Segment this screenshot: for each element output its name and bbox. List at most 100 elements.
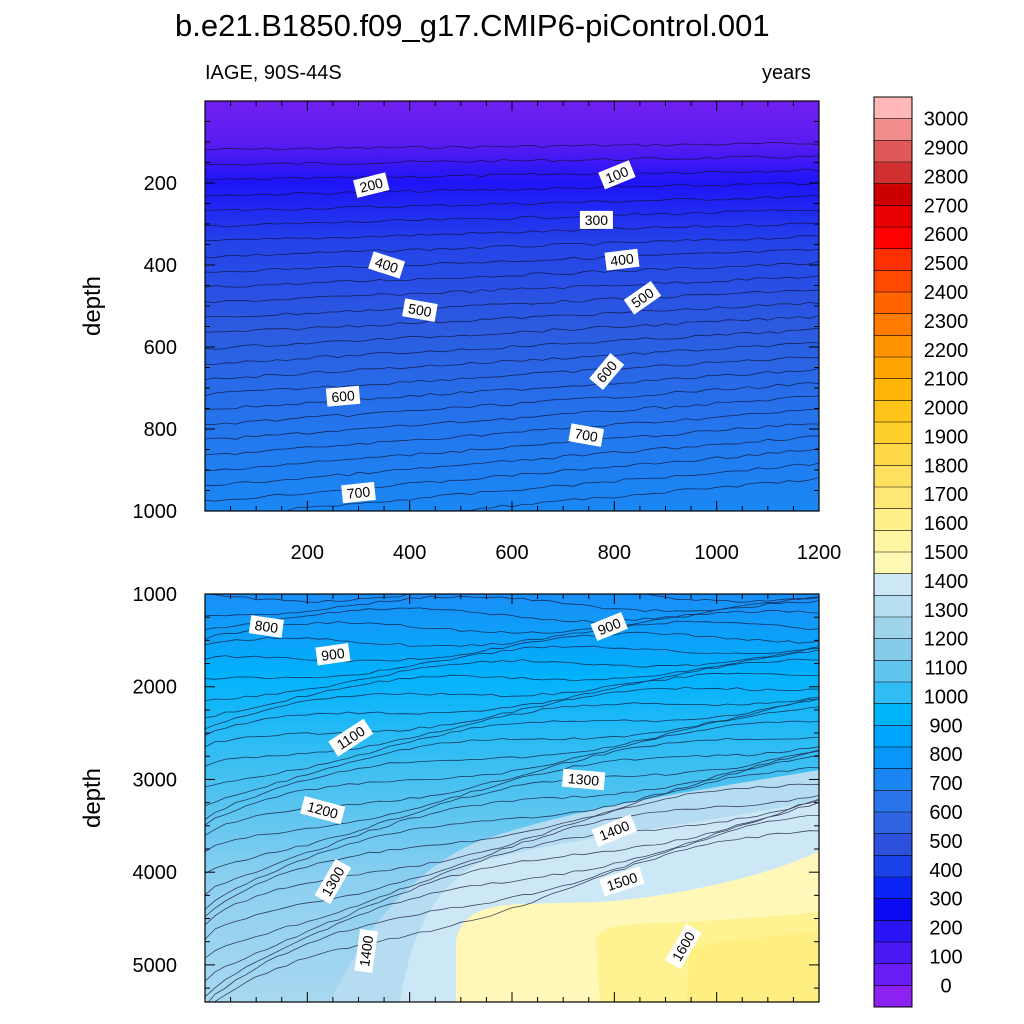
colorbar-swatch	[874, 812, 912, 835]
contour-label-bg	[300, 795, 346, 825]
y-tick-label: 5000	[133, 955, 178, 977]
contour-label-bg	[325, 385, 361, 407]
contour-label-bg	[589, 353, 625, 391]
colorbar-swatch	[874, 118, 912, 141]
colorbar-label: 2600	[924, 224, 969, 246]
contour-label-text: 400	[373, 254, 400, 277]
contour-line	[214, 830, 819, 1002]
contour-line	[205, 154, 819, 166]
colorbar-label: 2300	[924, 311, 969, 333]
y-tick-label: 400	[144, 255, 177, 277]
colorbar-swatch	[874, 183, 912, 206]
colorbar-swatch	[874, 378, 912, 401]
contour-line	[205, 209, 819, 228]
colorbar-swatch	[874, 573, 912, 596]
y-tick-label: 3000	[133, 769, 178, 791]
contour-line	[205, 261, 819, 288]
x-tick-label: 1200	[797, 542, 842, 564]
contour-line	[205, 600, 819, 630]
contour-label-bg	[599, 866, 645, 897]
contour-label-bg	[248, 615, 284, 638]
colorbar-swatch	[874, 313, 912, 336]
colorbar-swatch	[874, 487, 912, 510]
contour-line	[205, 382, 819, 425]
contour-label: 400	[604, 248, 640, 271]
colorbar-swatch	[874, 357, 912, 380]
y-axis-label: depth	[79, 276, 106, 336]
colorbar-swatch	[874, 963, 912, 986]
colorbar-label: 2100	[924, 369, 969, 391]
colorbar-swatch	[874, 227, 912, 250]
subtitle-left: IAGE, 90S-44S	[205, 62, 342, 84]
y-tick-label: 800	[144, 419, 177, 441]
contour-line	[205, 301, 819, 333]
colorbar-label: 900	[929, 715, 962, 737]
upper-contour-lines	[205, 141, 819, 511]
colorbar-swatch	[874, 162, 912, 185]
lower-region-1800	[686, 932, 819, 1002]
colorbar-label: 600	[929, 802, 962, 824]
colorbar-swatch	[874, 508, 912, 531]
contour-line	[205, 235, 819, 258]
contour-line	[205, 620, 819, 647]
colorbar-frame	[873, 96, 913, 1008]
y-tick-label: 600	[144, 337, 177, 359]
contour-label: 1400	[354, 928, 379, 974]
contour-line	[205, 698, 819, 788]
contour-label-bg	[590, 611, 628, 642]
contour-label: 400	[368, 251, 406, 279]
contour-line	[205, 275, 819, 303]
contour-label-bg	[341, 481, 376, 504]
colorbar-label: 2700	[924, 195, 969, 217]
colorbar-label: 200	[929, 918, 962, 940]
colorbar-swatch	[874, 985, 912, 1008]
colorbar-swatch	[874, 898, 912, 921]
chart-title: b.e21.B1850.f09_g17.CMIP6-piControl.001	[175, 8, 770, 43]
colorbar-label: 1800	[924, 455, 969, 477]
contour-line	[205, 750, 819, 896]
contour-label: 1200	[300, 795, 346, 825]
contour-line	[205, 181, 819, 197]
contour-line	[207, 815, 819, 1002]
contour-label-text: 700	[346, 483, 371, 501]
contour-line	[205, 799, 819, 959]
contour-line	[205, 802, 819, 998]
contour-label: 200	[353, 172, 390, 198]
colorbar-swatch	[874, 552, 912, 575]
contour-label-text: 600	[331, 387, 356, 405]
colorbar-swatch	[874, 703, 912, 726]
colorbar-label: 400	[929, 860, 962, 882]
colorbar-swatch	[874, 942, 912, 965]
colorbar-label: 100	[929, 946, 962, 968]
contour-line	[205, 672, 819, 736]
contour-line	[205, 356, 819, 397]
contour-line	[205, 658, 819, 730]
y-tick-label: 2000	[133, 677, 178, 699]
colorbar-swatch	[874, 205, 912, 228]
contour-line	[205, 706, 819, 820]
colorbar-swatch	[874, 790, 912, 813]
contour-label-bg	[591, 814, 638, 847]
y-tick-label: 1000	[133, 501, 178, 523]
contour-label-text: 1200	[306, 798, 340, 822]
contour-line	[205, 289, 819, 318]
y-tick-label: 4000	[133, 862, 178, 884]
contour-line	[205, 783, 819, 926]
colorbar-swatch	[874, 335, 912, 358]
contour-line	[205, 447, 819, 502]
contour-line	[205, 754, 819, 910]
contour-line	[205, 435, 819, 487]
contour-label: 700	[341, 481, 376, 504]
contour-label-bg	[665, 923, 702, 970]
colorbar-label: 1700	[924, 484, 969, 506]
contour-label-text: 200	[358, 174, 385, 195]
colorbar-label: 800	[929, 744, 962, 766]
colorbar-label: 2400	[924, 282, 969, 304]
contour-line	[205, 342, 819, 380]
contour-line	[205, 408, 819, 456]
x-tick-label: 800	[598, 542, 631, 564]
contour-line	[205, 141, 819, 151]
contour-line	[205, 609, 819, 640]
contour-label-bg	[368, 251, 406, 279]
